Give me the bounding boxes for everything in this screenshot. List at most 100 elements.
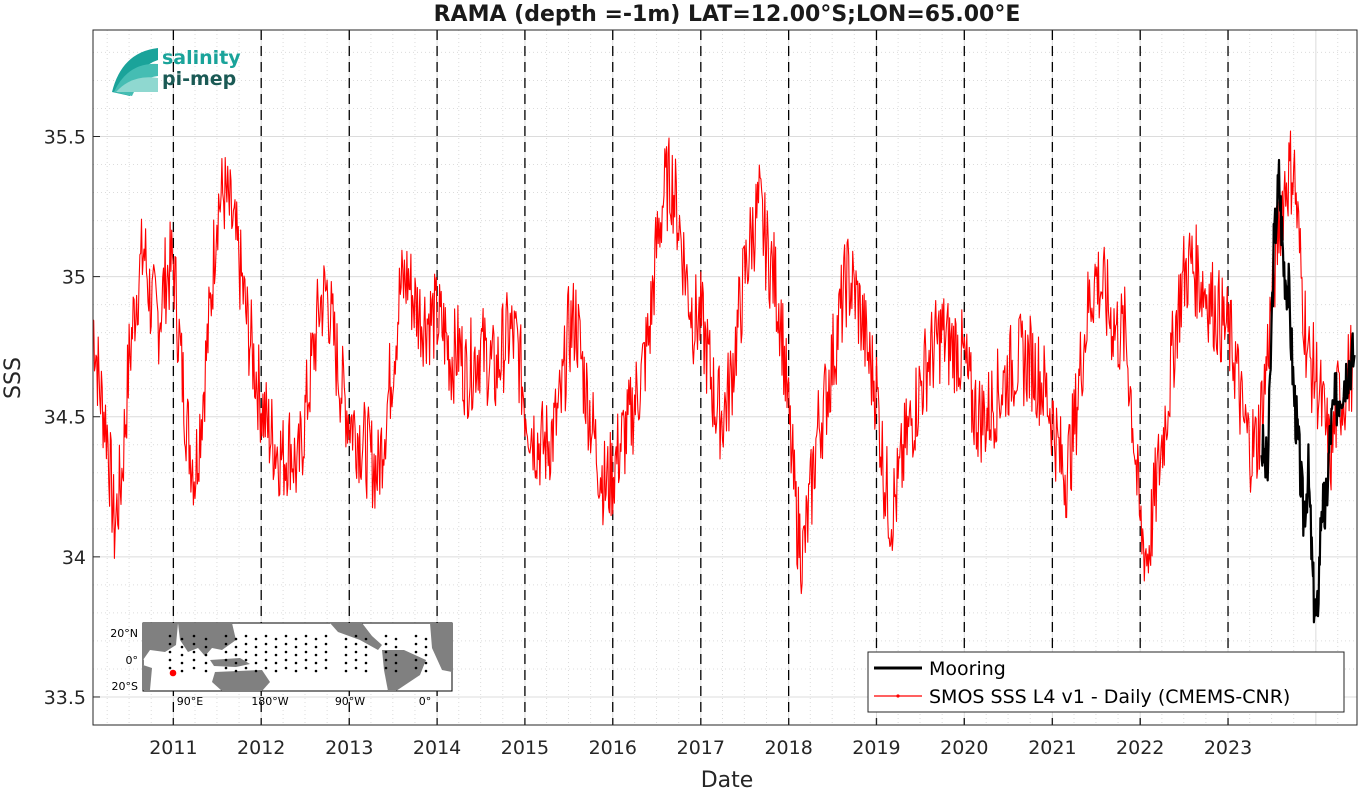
mooring-site-dot	[284, 650, 288, 654]
mooring-site-dot	[204, 669, 208, 673]
mooring-site-dot	[344, 653, 348, 657]
mooring-site-dot	[284, 642, 288, 646]
x-tick-label: 2011	[149, 737, 197, 759]
mooring-site-dot	[264, 650, 268, 654]
legend-marker-smos	[896, 694, 900, 698]
mooring-site-dot	[354, 666, 358, 670]
mooring-site-dot	[304, 650, 308, 654]
mooring-site-dot	[180, 669, 184, 673]
map-lon-180w: 180°W	[251, 695, 288, 708]
x-axis-label: Date	[701, 768, 754, 790]
mooring-site-dot	[192, 658, 196, 662]
y-axis-label: SSS	[1, 357, 26, 399]
mooring-site-dot	[324, 642, 328, 646]
mooring-site-dot	[234, 637, 238, 641]
y-tick-label: 35.5	[44, 126, 86, 148]
mooring-site-dot	[314, 653, 318, 657]
series-line-mooring	[1260, 158, 1356, 624]
mooring-site-dot	[344, 645, 348, 649]
mooring-site-dot	[424, 637, 428, 641]
mooring-site-dot	[384, 658, 388, 662]
x-tick-label: 2015	[501, 737, 549, 759]
mooring-site-dot	[414, 658, 418, 662]
mooring-site-dot	[224, 642, 228, 646]
mooring-site-dot	[344, 661, 348, 665]
legend: Mooring SMOS SSS L4 v1 - Daily (CMEMS-CN…	[867, 651, 1345, 713]
mooring-site-dot	[244, 658, 248, 662]
x-tick-label: 2017	[677, 737, 725, 759]
series-line-smos	[92, 130, 1353, 595]
x-tick-label: 2012	[237, 737, 285, 759]
mooring-site-dot	[274, 653, 278, 657]
mooring-site-dot	[284, 658, 288, 662]
mooring-site-dot	[264, 666, 268, 670]
mooring-site-dot	[424, 669, 428, 673]
map-lat-20n: 20°N	[110, 627, 138, 640]
mooring-site-dot	[224, 658, 228, 662]
mooring-site-dot	[344, 637, 348, 641]
mooring-site-dot	[180, 637, 184, 641]
mooring-site-dot	[414, 650, 418, 654]
mooring-site-dot	[294, 637, 298, 641]
mooring-site-dot	[324, 658, 328, 662]
mooring-site-dot	[192, 642, 196, 646]
year-dividers	[172, 30, 1229, 725]
y-tick-label: 35	[62, 267, 86, 289]
x-tick-label: 2022	[1116, 737, 1164, 759]
mooring-site-dot	[304, 642, 308, 646]
mooring-site-dot	[294, 661, 298, 665]
mooring-site-dot	[234, 653, 238, 657]
mooring-site-dot	[354, 642, 358, 646]
x-tick-label: 2021	[1028, 737, 1076, 759]
mooring-site-dot	[314, 645, 318, 649]
logo-line2: pi-mep	[162, 68, 236, 90]
mooring-site-dot	[294, 645, 298, 649]
wave-logo-icon	[112, 48, 158, 96]
mooring-site-dot	[414, 642, 418, 646]
legend-label-smos: SMOS SSS L4 v1 - Daily (CMEMS-CNR)	[929, 686, 1290, 708]
mooring-site-dot	[354, 650, 358, 654]
mooring-site-dot	[168, 642, 172, 646]
mooring-site-dot	[284, 666, 288, 670]
mooring-site-dot	[364, 669, 368, 673]
mooring-site-dot	[304, 666, 308, 670]
mooring-site-dot	[364, 653, 368, 657]
mooring-site-dot	[244, 650, 248, 654]
mooring-site-dot	[364, 661, 368, 665]
mooring-site-dot	[314, 637, 318, 641]
mooring-site-dot	[254, 637, 258, 641]
mooring-site-dot	[394, 661, 398, 665]
mooring-site-dot	[254, 645, 258, 649]
mooring-site-dot	[394, 669, 398, 673]
mooring-site-dot	[264, 658, 268, 662]
land-madagascar	[143, 665, 152, 690]
mooring-site-dot	[234, 645, 238, 649]
mooring-site-dot	[224, 666, 228, 670]
x-tick-label: 2013	[325, 737, 373, 759]
mooring-site-dot	[324, 650, 328, 654]
mooring-site-dot	[224, 634, 228, 638]
plot-frame	[92, 29, 1358, 726]
x-tick-label: 2016	[589, 737, 637, 759]
mooring-site-dot	[284, 634, 288, 638]
mooring-site-dot	[192, 650, 196, 654]
land-africa-east	[430, 623, 452, 672]
mooring-site-dot	[394, 653, 398, 657]
y-tick-label: 34	[62, 547, 86, 569]
mooring-site-dot	[204, 637, 208, 641]
mooring-site-dot	[204, 661, 208, 665]
mooring-site-dot	[192, 634, 196, 638]
x-tick-label: 2020	[940, 737, 988, 759]
y-tick-label: 33.5	[44, 687, 86, 709]
mooring-site-dot	[414, 634, 418, 638]
mooring-site-dot	[244, 666, 248, 670]
mooring-site-dot	[274, 637, 278, 641]
mooring-site-dot	[314, 661, 318, 665]
mooring-site-dot	[180, 645, 184, 649]
mooring-site-dot	[304, 634, 308, 638]
grid-lines	[93, 30, 1357, 726]
mooring-site-dot	[314, 669, 318, 673]
inset-map: 20°N 0° 20°S 90°E 180°W 90°W 0°	[110, 622, 453, 708]
mooring-site-dot	[304, 658, 308, 662]
